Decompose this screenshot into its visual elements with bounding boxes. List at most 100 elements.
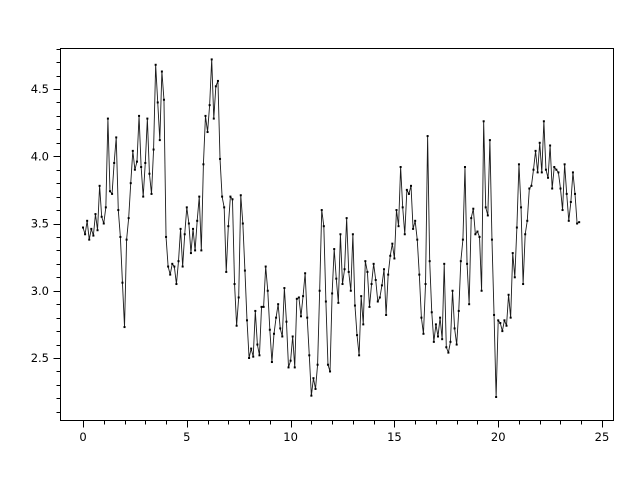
data-point-marker[interactable] — [227, 225, 230, 228]
data-point-marker[interactable] — [179, 227, 182, 230]
data-point-marker[interactable] — [185, 206, 188, 209]
data-point-marker[interactable] — [279, 327, 282, 330]
data-point-marker[interactable] — [410, 184, 413, 187]
data-point-marker[interactable] — [92, 234, 95, 237]
data-point-marker[interactable] — [472, 207, 475, 210]
data-point-marker[interactable] — [96, 229, 99, 232]
data-point-marker[interactable] — [351, 233, 354, 236]
data-point-marker[interactable] — [268, 328, 271, 331]
data-point-marker[interactable] — [571, 171, 574, 174]
data-point-marker[interactable] — [150, 192, 153, 195]
data-point-marker[interactable] — [283, 287, 286, 290]
data-point-marker[interactable] — [356, 334, 359, 337]
data-point-marker[interactable] — [526, 219, 529, 222]
data-point-marker[interactable] — [385, 313, 388, 316]
data-point-marker[interactable] — [426, 135, 429, 138]
data-point-marker[interactable] — [337, 301, 340, 304]
data-point-marker[interactable] — [138, 114, 141, 117]
data-point-marker[interactable] — [368, 305, 371, 308]
data-point-marker[interactable] — [364, 260, 367, 263]
data-point-marker[interactable] — [532, 168, 535, 171]
data-point-marker[interactable] — [370, 283, 373, 286]
data-point-marker[interactable] — [468, 303, 471, 306]
data-point-marker[interactable] — [233, 283, 236, 286]
data-point-marker[interactable] — [216, 79, 219, 82]
data-point-marker[interactable] — [237, 296, 240, 299]
data-point-marker[interactable] — [374, 278, 377, 281]
data-point-marker[interactable] — [517, 163, 520, 166]
data-point-marker[interactable] — [366, 270, 369, 273]
data-point-marker[interactable] — [258, 354, 261, 357]
data-point-marker[interactable] — [407, 192, 410, 195]
data-point-marker[interactable] — [212, 117, 215, 120]
data-point-marker[interactable] — [225, 270, 228, 273]
data-point-marker[interactable] — [98, 184, 101, 187]
data-point-marker[interactable] — [152, 148, 155, 151]
data-point-marker[interactable] — [248, 357, 251, 359]
data-point-marker[interactable] — [530, 184, 533, 187]
data-point-marker[interactable] — [219, 157, 222, 160]
data-point-marker[interactable] — [306, 316, 309, 319]
data-point-marker[interactable] — [102, 222, 105, 225]
data-point-marker[interactable] — [104, 206, 107, 209]
data-point-marker[interactable] — [94, 213, 97, 216]
data-point-marker[interactable] — [260, 305, 263, 308]
data-point-marker[interactable] — [275, 316, 278, 319]
data-point-marker[interactable] — [343, 268, 346, 271]
data-point-marker[interactable] — [466, 262, 469, 265]
data-point-marker[interactable] — [256, 343, 259, 346]
data-point-marker[interactable] — [437, 335, 439, 338]
data-point-marker[interactable] — [84, 233, 87, 236]
data-point-marker[interactable] — [522, 283, 525, 286]
data-point-marker[interactable] — [156, 101, 159, 104]
data-point-marker[interactable] — [131, 149, 134, 152]
data-point-marker[interactable] — [183, 233, 186, 236]
data-point-marker[interactable] — [574, 192, 577, 195]
data-point-marker[interactable] — [401, 206, 404, 209]
data-point-marker[interactable] — [223, 206, 226, 209]
data-point-marker[interactable] — [478, 235, 481, 238]
data-point-marker[interactable] — [565, 192, 568, 195]
data-point-marker[interactable] — [90, 227, 93, 230]
data-point-marker[interactable] — [563, 163, 566, 166]
data-point-marker[interactable] — [162, 98, 165, 101]
data-point-marker[interactable] — [250, 347, 253, 350]
data-point-marker[interactable] — [559, 187, 562, 190]
data-series-signal[interactable] — [82, 58, 580, 398]
data-point-marker[interactable] — [449, 340, 452, 343]
data-point-marker[interactable] — [314, 387, 317, 390]
data-point-marker[interactable] — [291, 335, 294, 338]
data-point-marker[interactable] — [200, 249, 203, 252]
data-point-marker[interactable] — [482, 120, 485, 123]
data-point-marker[interactable] — [187, 222, 190, 225]
data-point-marker[interactable] — [484, 206, 487, 209]
data-point-marker[interactable] — [490, 238, 493, 241]
data-point-marker[interactable] — [347, 270, 350, 273]
data-point-marker[interactable] — [395, 209, 398, 212]
data-point-marker[interactable] — [480, 289, 483, 292]
data-point-marker[interactable] — [241, 222, 244, 225]
data-point-marker[interactable] — [380, 284, 383, 287]
data-point-marker[interactable] — [439, 316, 442, 319]
data-point-marker[interactable] — [501, 330, 504, 333]
data-point-marker[interactable] — [235, 324, 238, 327]
data-point-marker[interactable] — [578, 221, 581, 224]
data-point-marker[interactable] — [310, 394, 313, 397]
data-point-marker[interactable] — [312, 377, 315, 380]
data-point-marker[interactable] — [86, 219, 89, 222]
data-point-marker[interactable] — [117, 209, 120, 212]
data-point-marker[interactable] — [557, 171, 560, 174]
data-point-marker[interactable] — [204, 114, 207, 117]
data-point-marker[interactable] — [287, 366, 290, 369]
data-point-marker[interactable] — [129, 182, 132, 185]
data-point-marker[interactable] — [520, 206, 523, 209]
data-point-marker[interactable] — [509, 316, 512, 319]
data-point-marker[interactable] — [497, 319, 500, 322]
data-point-marker[interactable] — [441, 338, 444, 341]
data-point-marker[interactable] — [144, 161, 147, 164]
data-point-marker[interactable] — [403, 233, 406, 236]
data-point-marker[interactable] — [165, 235, 168, 238]
data-point-marker[interactable] — [387, 273, 390, 276]
data-point-marker[interactable] — [146, 117, 149, 120]
data-point-marker[interactable] — [493, 313, 496, 316]
